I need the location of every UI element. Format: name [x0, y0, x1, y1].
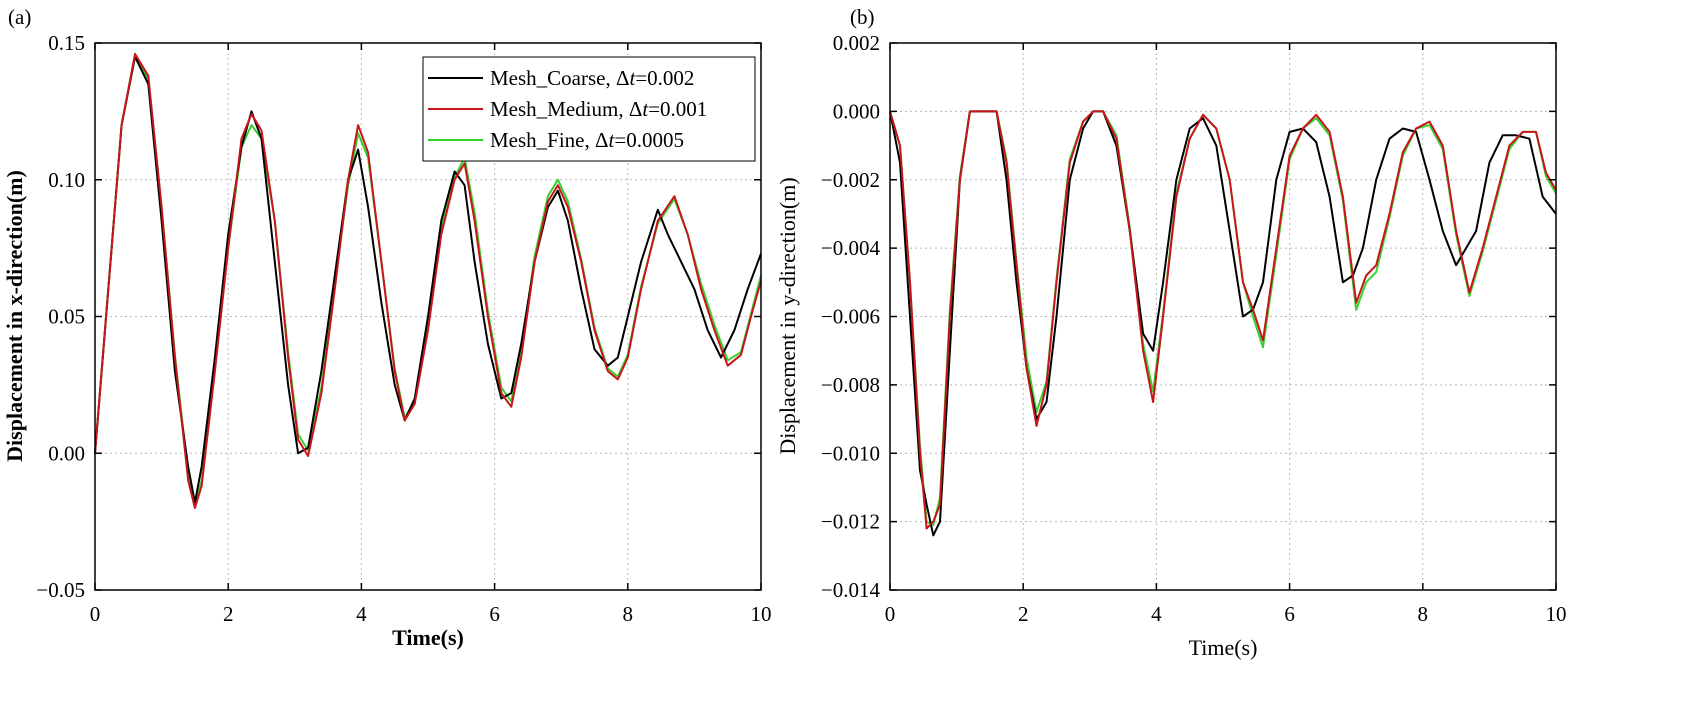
panel-a-label: (a) [8, 5, 31, 29]
panel-a-ytick-label: 0.15 [48, 31, 85, 55]
legend: Mesh_Coarse, Δt=0.002 Mesh_Medium, Δt=0.0… [422, 56, 756, 162]
panel-b-ytick-label: 0.000 [833, 99, 880, 123]
panel-a-xlabel: Time(s) [392, 625, 464, 650]
panel-b-xtick-label: 8 [1418, 602, 1429, 626]
panel-b-ytick-label: 0.002 [833, 31, 880, 55]
panel-a-xtick-label: 0 [90, 602, 101, 626]
panel-b-ytick-label: −0.008 [821, 373, 880, 397]
panel-b-ytick-label: −0.006 [821, 305, 880, 329]
panel-b-xlabel: Time(s) [1189, 635, 1258, 660]
panel-a-ytick-label: 0.10 [48, 168, 85, 192]
panel-b-ytick-label: −0.010 [821, 441, 880, 465]
legend-items: Mesh_Coarse, Δt=0.002 Mesh_Medium, Δt=0.0… [428, 66, 707, 152]
panel-b-xtick-label: 10 [1546, 602, 1567, 626]
panel-a-ylabel: Displacement in x-direction(m) [2, 170, 27, 462]
panel-a-xtick-label: 10 [751, 602, 772, 626]
panel-b-series-mesh-coarse [889, 110, 1557, 537]
panel-a-series-mesh-coarse [94, 55, 762, 504]
panel-b-ytick-label: −0.012 [821, 510, 880, 534]
panel-b-ytick-label: −0.002 [821, 168, 880, 192]
panel-b-xtick-label: 4 [1151, 602, 1162, 626]
panel-a-xtick-label: 4 [356, 602, 367, 626]
panel-a-ytick-label: 0.05 [48, 305, 85, 329]
panel-a-ytick-label: −0.05 [36, 578, 85, 602]
legend-label-mesh-fine: Mesh_Fine, Δt=0.0005 [490, 128, 684, 152]
panel-a-ticks: 0 2 4 6 8 10 −0.05 0.00 0.05 0.10 0.15 [36, 31, 771, 626]
panel-a-series-mesh-medium [94, 52, 762, 509]
legend-label-mesh-coarse: Mesh_Coarse, Δt=0.002 [490, 66, 694, 90]
panel-b-ticks: 0 2 4 6 8 10 −0.014 −0.012 −0.010 −0.008 −0.006 −0.… [821, 31, 1567, 626]
panel-b-label: (b) [850, 5, 875, 29]
panel-b-ylabel: Displacement in y-direction(m) [775, 177, 800, 454]
panel-b-grid [890, 43, 1556, 590]
panel-a-xtick-label: 6 [489, 602, 500, 626]
panel-b-series-mesh-medium [889, 110, 1557, 530]
panel-b-ytick-label: −0.004 [821, 236, 881, 260]
panel-b-xtick-label: 2 [1018, 602, 1029, 626]
panel-a-series [94, 52, 762, 509]
legend-label-mesh-medium: Mesh_Medium, Δt=0.001 [490, 97, 707, 121]
panel-b-series-mesh-fine [889, 110, 1557, 526]
panel-b-ytick-label: −0.014 [821, 578, 881, 602]
panel-b-xtick-label: 6 [1284, 602, 1295, 626]
panel-a-ytick-label: 0.00 [48, 441, 85, 465]
panel-a-xtick-label: 2 [223, 602, 234, 626]
panel-a-xtick-label: 8 [623, 602, 634, 626]
panel-b-xtick-label: 0 [885, 602, 896, 626]
panel-a: (a) 0 2 4 6 8 10 −0.05 0.00 0.05 0.10 0.15 Time(s)… [2, 5, 772, 650]
panel-b: (b) 0 2 4 6 8 10 −0.014 −0.012 −0.010 −0.008 −0.00… [775, 5, 1567, 660]
panel-b-series [889, 110, 1557, 537]
